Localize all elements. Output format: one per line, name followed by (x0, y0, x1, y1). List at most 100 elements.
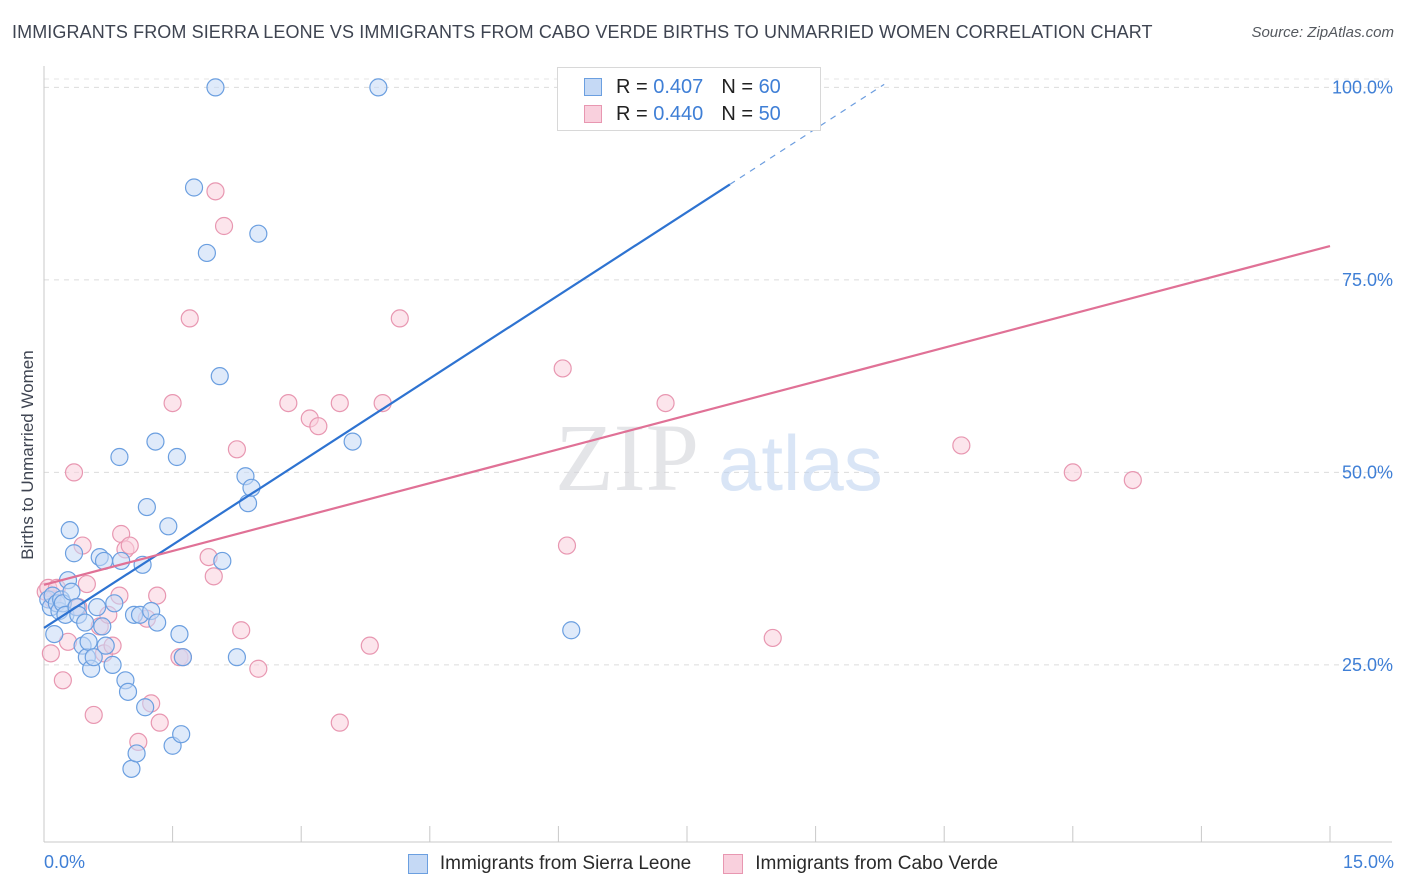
grid-lines (44, 78, 1392, 666)
data-point (249, 659, 268, 678)
data-point (76, 613, 95, 632)
data-point (173, 648, 192, 667)
data-point (210, 367, 229, 386)
data-point (343, 432, 362, 451)
legend-item-cabo-verde[interactable]: Immigrants from Cabo Verde (723, 853, 998, 875)
axes (43, 66, 1392, 843)
points-sierra-leone (39, 78, 581, 778)
data-point (197, 243, 216, 263)
data-point (146, 432, 165, 451)
data-point (952, 436, 971, 455)
data-point (148, 586, 167, 605)
legend-swatch-blue (584, 78, 602, 96)
data-point (390, 309, 409, 328)
data-point (64, 463, 84, 482)
legend-item-sierra-leone[interactable]: Immigrants from Sierra Leone (407, 853, 692, 875)
data-point (227, 648, 246, 667)
legend-r-value: 0.440 (653, 102, 704, 125)
data-point (1063, 463, 1082, 482)
y-tick-label: 25.0% (1342, 655, 1393, 675)
data-point (53, 671, 72, 690)
x-tick-label-min: 0.0% (44, 852, 86, 872)
data-point (167, 447, 186, 467)
data-point (77, 574, 96, 594)
legend-n-value: 50 (758, 102, 781, 125)
watermark-zip: ZIP (555, 404, 699, 511)
y-tick-label: 50.0% (1342, 462, 1393, 482)
data-point (62, 582, 81, 601)
data-point (172, 725, 191, 744)
data-point (562, 621, 581, 640)
data-point (159, 517, 178, 536)
data-point (96, 636, 115, 655)
data-point (45, 624, 64, 644)
data-point (214, 216, 234, 236)
data-point (84, 705, 103, 725)
data-point (64, 544, 84, 563)
data-point (763, 628, 782, 648)
data-point (148, 613, 167, 632)
data-point (656, 394, 675, 413)
y-tick-label: 100.0% (1332, 77, 1393, 97)
data-point (122, 759, 141, 778)
chart-title: IMMIGRANTS FROM SIERRA LEONE VS IMMIGRAN… (12, 22, 1153, 42)
legend-r-label: R = (616, 102, 648, 125)
data-point (330, 713, 349, 732)
data-point (369, 78, 388, 97)
data-point (150, 713, 169, 732)
y-tick-label: 75.0% (1342, 270, 1393, 290)
legend-n-value: 60 (758, 75, 781, 98)
y-tick-labels: 25.0% 50.0% 75.0% 100.0% (1332, 77, 1393, 675)
data-point (227, 440, 246, 459)
data-point (249, 224, 268, 243)
y-axis-label: Births to Unmarried Women (18, 350, 37, 560)
legend-swatch-blue (407, 854, 428, 874)
data-point (118, 682, 138, 701)
trend-lines (43, 83, 1331, 629)
legend-row-sierra-leone: R = 0.407 N = 60 (584, 76, 781, 98)
data-point (93, 617, 112, 636)
legend-n-label: N = (721, 75, 753, 98)
legend-label: Immigrants from Sierra Leone (439, 853, 692, 874)
data-point (206, 78, 225, 97)
data-point (279, 394, 298, 413)
data-point (204, 567, 223, 586)
data-point (360, 636, 379, 655)
legend-swatch-pink (723, 854, 744, 874)
source-label: Source: ZipAtlas.com (1251, 24, 1394, 41)
data-point (84, 648, 103, 667)
trend-line (43, 244, 1331, 586)
legend-label: Immigrants from Cabo Verde (755, 853, 999, 874)
data-point (184, 178, 204, 197)
data-point (137, 497, 156, 517)
series-legend: Immigrants from Sierra Leone Immigrants … (0, 851, 1406, 877)
watermark-atlas: atlas (718, 419, 883, 507)
data-point (103, 655, 122, 675)
data-point (163, 394, 182, 413)
data-point (557, 536, 577, 555)
data-point (110, 447, 129, 467)
data-point (60, 521, 79, 540)
data-point (180, 309, 199, 328)
data-point (88, 598, 107, 617)
legend-swatch-pink (584, 105, 602, 123)
data-point (553, 359, 572, 378)
correlation-legend: R = 0.407 N = 60 R = 0.440 N = 50 (557, 67, 821, 131)
data-point (232, 621, 251, 640)
legend-row-cabo-verde: R = 0.440 N = 50 (584, 103, 781, 125)
data-point (309, 417, 328, 436)
data-point (170, 624, 189, 644)
data-point (41, 644, 60, 663)
data-point (1123, 471, 1142, 490)
x-tick-label-max: 15.0% (1342, 852, 1394, 872)
legend-n-label: N = (721, 102, 753, 125)
data-point (79, 632, 98, 651)
data-point (330, 394, 349, 413)
data-point (127, 744, 146, 763)
legend-r-label: R = (616, 75, 648, 98)
data-point (120, 536, 139, 555)
data-point (213, 551, 232, 571)
data-point (105, 594, 124, 613)
data-point (136, 698, 155, 717)
